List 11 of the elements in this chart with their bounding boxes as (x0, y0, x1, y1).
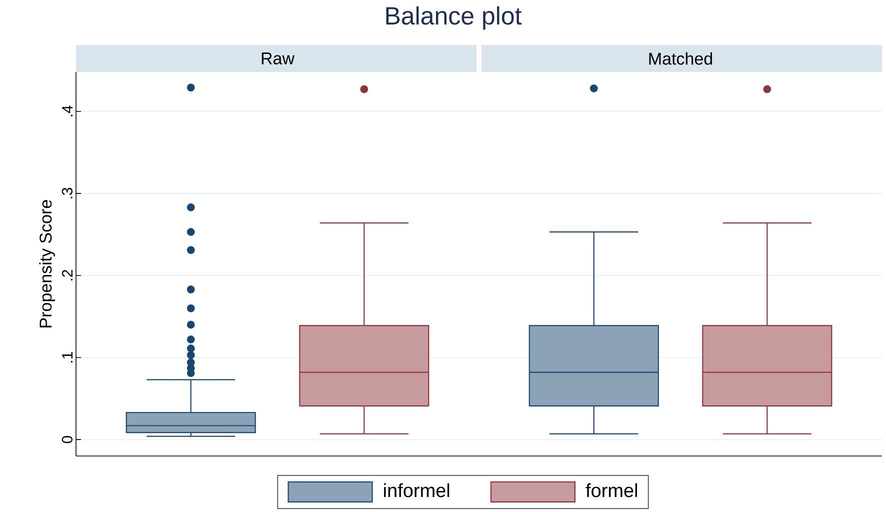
y-axis-title: Propensity Score (39, 200, 56, 328)
y-tick-label: .3 (62, 188, 72, 198)
y-tick-label: .2 (62, 270, 72, 280)
y-tick-label: 0 (62, 436, 72, 444)
x-tick-label: Raw (262, 52, 295, 64)
legend-label: informel (384, 483, 450, 498)
chart-title: Balance plot (386, 6, 522, 30)
legend-label: formel (586, 483, 638, 498)
y-tick-label: .4 (62, 106, 72, 116)
x-tick-label: Matched (649, 52, 712, 65)
y-tick-label: .1 (62, 352, 72, 362)
